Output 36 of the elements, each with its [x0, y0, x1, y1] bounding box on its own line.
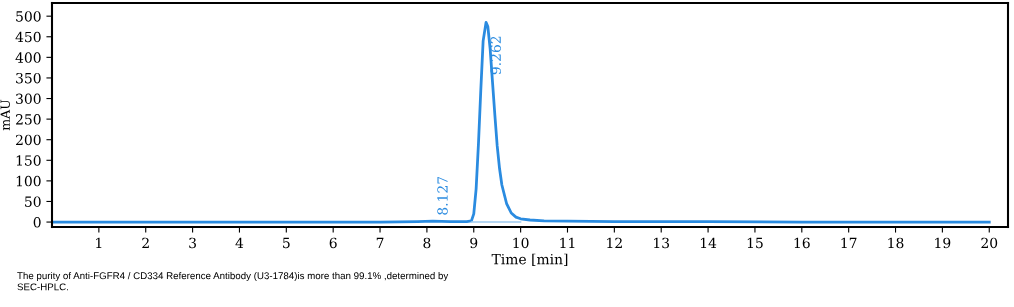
y-tick-label: 400 — [15, 52, 41, 63]
y-tick-label: 150 — [16, 155, 41, 166]
x-tick-label: 1 — [96, 237, 102, 248]
x-tick-label: 9 — [470, 237, 478, 249]
y-axis-title: mAU — [0, 99, 10, 131]
x-tick-label: 4 — [235, 237, 244, 248]
y-tick-label: 0 — [33, 217, 41, 228]
y-tick-label: 300 — [16, 93, 41, 104]
x-tick-label: 14 — [700, 237, 717, 248]
x-tick-label: 2 — [142, 237, 149, 248]
y-tick-label: 500 — [16, 11, 41, 22]
x-tick-label: 5 — [283, 237, 290, 249]
y-tick-label: 450 — [15, 31, 41, 43]
x-tick-label: 11 — [560, 237, 575, 248]
x-tick-label: 3 — [189, 237, 196, 249]
x-tick-label: 6 — [329, 237, 337, 249]
y-tick-label: 250 — [16, 114, 41, 125]
x-tick-label: 15 — [747, 237, 763, 249]
line-series — [52, 20, 991, 224]
x-tick-label: 8 — [423, 237, 431, 249]
x-tick-label: 16 — [794, 237, 810, 249]
x-axis-title: Time [min] — [491, 253, 568, 267]
x-tick-label: 13 — [654, 237, 670, 249]
x-tick-label: 20 — [981, 237, 998, 249]
y-tick-label: 50 — [25, 196, 41, 207]
x-tick-label: 10 — [513, 237, 529, 249]
x-tick-label: 17 — [841, 237, 857, 248]
y-tick-label: 100 — [16, 175, 41, 187]
y-tick-label: 350 — [16, 72, 41, 84]
text: The purity of Anti-FGFR4 / CD334 Reference Antibody (U3-1784)is more than 99.1% ,determined by SEC-HPLC. — [17, 272, 449, 291]
x-tick-label: 18 — [888, 237, 904, 249]
y-tick-label: 200 — [16, 134, 41, 146]
x-tick-label: 7 — [376, 237, 384, 248]
x-tick-label: 12 — [607, 237, 622, 248]
annotation: 8.127 — [437, 176, 448, 215]
x-tick-label: 19 — [935, 237, 951, 249]
